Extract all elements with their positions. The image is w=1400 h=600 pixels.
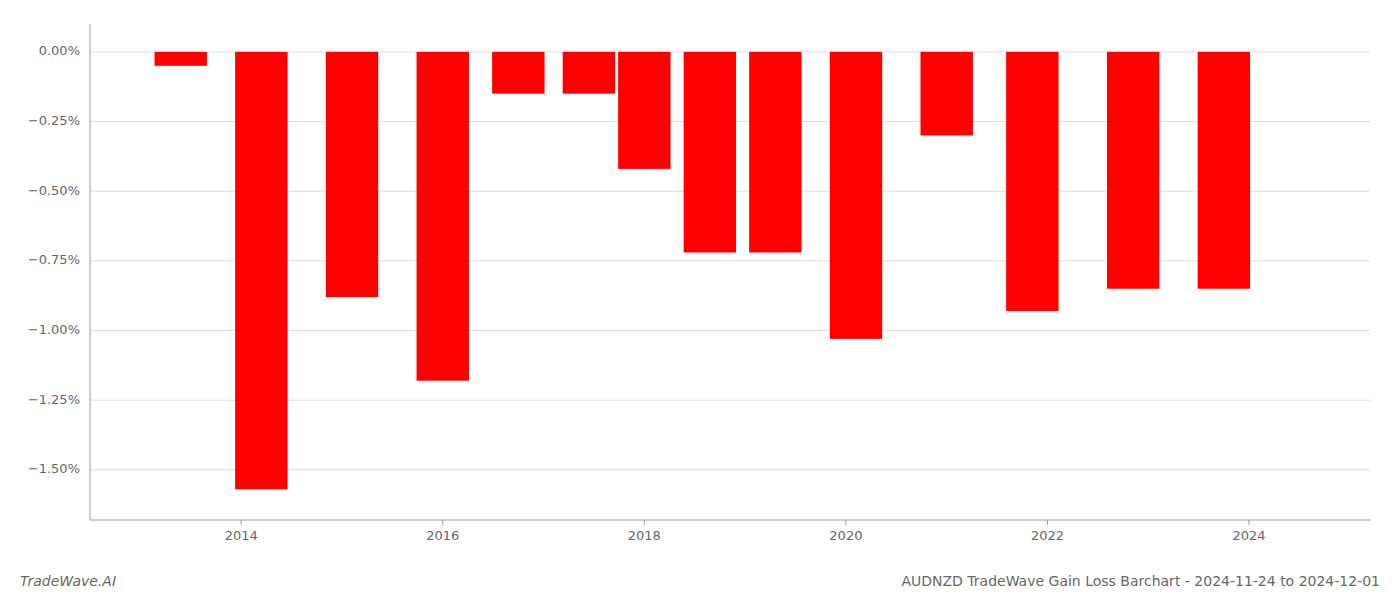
chart-svg: 0.00% −0.25% −0.50% −0.75% −1.00% −1.25% −1.50… [0, 0, 1400, 600]
x-tick [1249, 520, 1250, 525]
x-tick [845, 520, 846, 525]
x-tick [241, 520, 242, 525]
y-tick-label: −1.00% [28, 322, 80, 337]
chart-container: 0.00% −0.25% −0.50% −0.75% −1.00% −1.25% −1.50… [0, 0, 1400, 600]
x-tick [644, 520, 645, 525]
y-tick-label: −1.50% [28, 461, 80, 476]
bar [563, 52, 615, 94]
y-tick-label: −0.75% [28, 252, 80, 267]
y-tick-label: −1.25% [28, 392, 80, 407]
bar [492, 52, 544, 94]
x-tick-label: 2024 [1233, 528, 1266, 543]
title: AUDNZD TradeWave Gain Loss Barchart - 20… [901, 573, 1380, 589]
bar [417, 52, 469, 381]
x-tick-label: 2016 [426, 528, 459, 543]
bar [830, 52, 882, 339]
bar [920, 52, 972, 136]
axes: 0.00% −0.25% −0.50% −0.75% −1.00% −1.25% −1.50… [28, 24, 1370, 543]
y-axis-line [90, 24, 91, 520]
bar [155, 52, 207, 66]
x-tick-label: 2014 [225, 528, 258, 543]
y-tick-label: −0.25% [28, 113, 80, 128]
bar [1107, 52, 1159, 289]
x-tick-label: 2020 [829, 528, 862, 543]
x-axis-line [90, 520, 1370, 521]
bar [235, 52, 287, 489]
x-tick-label: 2018 [628, 528, 661, 543]
y-tick-label: 0.00% [39, 43, 80, 58]
bar [1006, 52, 1058, 311]
bars [155, 52, 1251, 489]
bar [326, 52, 378, 297]
watermark: TradeWave.AI [20, 573, 116, 589]
y-tick-label: −0.50% [28, 183, 80, 198]
bar [684, 52, 736, 253]
x-tick [1047, 520, 1048, 525]
bar [618, 52, 670, 169]
bar [749, 52, 801, 253]
x-tick-label: 2022 [1031, 528, 1064, 543]
x-tick [442, 520, 443, 525]
bar [1198, 52, 1250, 289]
